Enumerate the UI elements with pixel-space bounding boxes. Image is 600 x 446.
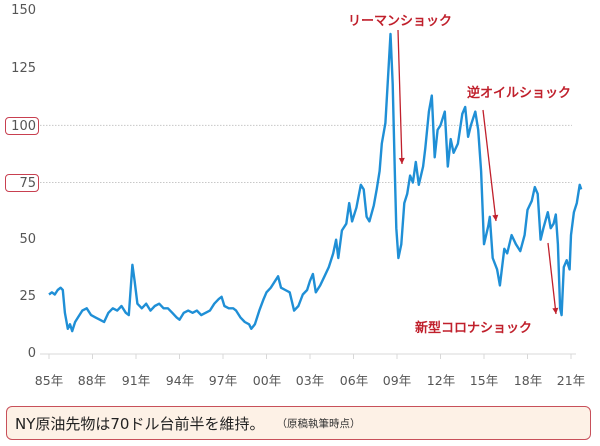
annotation-lehman-shock: リーマンショック bbox=[348, 14, 453, 29]
x-tick-85: 85年 bbox=[34, 373, 64, 388]
x-tick-94: 94年 bbox=[165, 373, 195, 388]
x-tick-00: 00年 bbox=[252, 373, 282, 388]
caption-note-text: （原稿執筆時点） bbox=[276, 417, 361, 430]
y-tick-125: 125 bbox=[11, 61, 36, 76]
y-tick-0: 0 bbox=[27, 346, 36, 361]
caption-box: NY原油先物は70ドル台前半を維持。 （原稿執筆時点） bbox=[6, 406, 591, 440]
x-tick-03: 03年 bbox=[295, 373, 325, 388]
annotation-covid-shock: 新型コロナショック bbox=[415, 321, 533, 336]
x-tick-15: 15年 bbox=[469, 373, 499, 388]
price-line bbox=[48, 32, 583, 333]
x-tick-18: 18年 bbox=[513, 373, 543, 388]
x-tick-09: 09年 bbox=[382, 373, 412, 388]
annotation-reverse-oil-shock: 逆オイルショック bbox=[467, 86, 572, 101]
y-tick-25: 25 bbox=[19, 289, 36, 304]
y-tick-150: 150 bbox=[11, 3, 36, 18]
x-tick-97: 97年 bbox=[208, 373, 238, 388]
x-tick-91: 91年 bbox=[121, 373, 151, 388]
x-axis bbox=[40, 353, 576, 359]
y-tick-50: 50 bbox=[19, 232, 36, 247]
annotation-arrows bbox=[397, 29, 559, 315]
caption-main-text: NY原油先物は70ドル台前半を維持。 bbox=[15, 414, 265, 433]
y-tick-100-highlighted: 100 bbox=[5, 117, 39, 135]
y-tick-75-highlighted: 75 bbox=[5, 174, 39, 192]
x-tick-06: 06年 bbox=[339, 373, 369, 388]
gridlines bbox=[40, 124, 572, 183]
x-tick-88: 88年 bbox=[77, 373, 107, 388]
line-chart-canvas bbox=[40, 29, 583, 359]
x-tick-12: 12年 bbox=[426, 373, 456, 388]
oil-price-chart: 150 125 100 75 50 25 0 85年 88年 91年 94年 9… bbox=[5, 3, 586, 388]
x-tick-21: 21年 bbox=[556, 373, 586, 388]
